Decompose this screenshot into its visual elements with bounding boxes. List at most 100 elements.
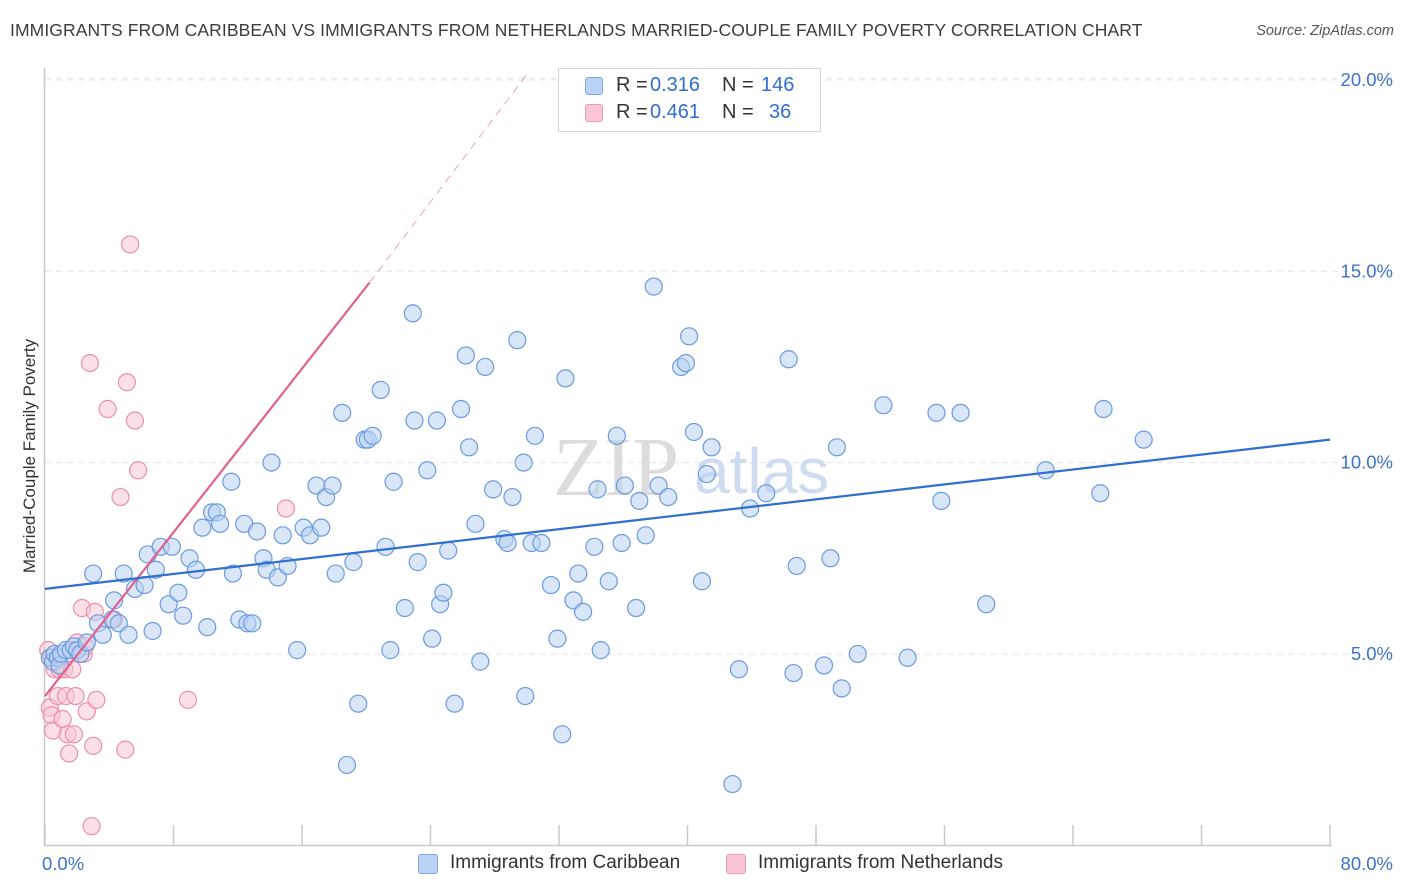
netherlands-point [121, 235, 140, 254]
caribbean-point [644, 277, 663, 296]
caribbean-point [381, 641, 400, 660]
caribbean-point [484, 480, 503, 499]
caribbean-point [262, 453, 281, 472]
y-axis-label: Married-Couple Family Poverty [20, 338, 39, 573]
caribbean-point [588, 480, 607, 499]
caribbean-point [288, 641, 307, 660]
caribbean-point [977, 595, 996, 614]
caribbean-point [344, 553, 363, 572]
y-tick-label: 15.0% [1341, 260, 1393, 281]
y-tick-label: 5.0% [1351, 643, 1393, 664]
n-value: 146 [761, 74, 795, 96]
caribbean-point [459, 438, 479, 457]
caribbean-point [247, 522, 267, 541]
caribbean-point [371, 380, 390, 399]
netherlands-point [84, 736, 103, 755]
caribbean-point [848, 644, 867, 664]
caribbean-point [198, 618, 217, 637]
caribbean-point [532, 533, 551, 553]
caribbean-point [143, 621, 162, 641]
caribbean-point [684, 422, 704, 442]
caribbean-point [630, 491, 649, 510]
y-tick-label: 10.0% [1341, 452, 1393, 473]
caribbean-point [553, 725, 572, 744]
caribbean-point [326, 564, 345, 583]
caribbean-legend-swatch [418, 854, 438, 874]
y-tick-labels: 5.0% 10.0% 15.0% 20.0% [1341, 69, 1393, 664]
y-tick-label: 20.0% [1341, 69, 1393, 90]
legend-label-netherlands: Immigrants from Netherlands [758, 852, 1003, 873]
netherlands-point [111, 487, 130, 507]
caribbean-point [573, 602, 593, 621]
axes [43, 68, 1332, 847]
caribbean-point [1094, 399, 1113, 419]
caribbean-point [787, 556, 806, 576]
x-tick-labels: 0.0% 80.0% [42, 853, 1393, 874]
caribbean-point [626, 598, 646, 618]
netherlands-trend-line [44, 282, 371, 697]
caribbean-point [405, 411, 424, 430]
caribbean-point [363, 426, 382, 445]
caribbean-point [445, 694, 464, 713]
n-value: 36 [769, 101, 792, 123]
caribbean-point [556, 369, 575, 388]
caribbean-point [591, 641, 610, 660]
caribbean-point [456, 346, 475, 365]
caribbean-point [514, 453, 533, 472]
caribbean-point [376, 537, 395, 556]
r-label: R = [616, 101, 648, 123]
caribbean-point [384, 472, 403, 491]
netherlands-point [53, 709, 72, 729]
caribbean-point [273, 526, 292, 545]
caribbean-point [757, 484, 776, 503]
caribbean-point [548, 629, 567, 648]
caribbean-point [697, 464, 716, 484]
netherlands-point [66, 686, 85, 706]
caribbean-point [466, 514, 485, 533]
netherlands-point [125, 411, 145, 430]
caribbean-point [423, 629, 442, 648]
caribbean-point [349, 694, 368, 713]
caribbean-point [503, 487, 522, 507]
caribbean-point [541, 575, 561, 595]
caribbean-point [659, 487, 678, 507]
netherlands-point [178, 690, 198, 709]
trend-lines [44, 71, 1331, 697]
netherlands-swatch [585, 104, 603, 122]
caribbean-point [569, 564, 588, 583]
r-label: R = [616, 74, 648, 96]
caribbean-point [636, 526, 655, 545]
caribbean-point [193, 518, 212, 537]
caribbean-point [312, 518, 331, 537]
legend-label-caribbean: Immigrants from Caribbean [450, 852, 681, 873]
caribbean-point [508, 331, 527, 350]
caribbean-point [333, 403, 352, 422]
netherlands-point [276, 499, 296, 518]
netherlands-point [64, 725, 84, 744]
caribbean-point [702, 438, 721, 457]
caribbean-point [395, 598, 414, 618]
caribbean-point [832, 679, 851, 698]
netherlands-point [82, 817, 101, 836]
caribbean-point [585, 537, 604, 556]
netherlands-point [80, 353, 100, 373]
caribbean-point [439, 541, 458, 560]
caribbean-point [951, 403, 970, 422]
netherlands-point [116, 740, 135, 759]
caribbean-point [403, 304, 422, 323]
caribbean-point [427, 411, 447, 430]
caribbean-point [174, 606, 193, 625]
caribbean-point [408, 553, 427, 572]
caribbean-point [827, 438, 846, 457]
caribbean-point [323, 476, 342, 495]
caribbean-point [418, 461, 437, 480]
caribbean-point [680, 327, 699, 346]
netherlands-point [87, 690, 106, 709]
netherlands-legend-swatch [726, 854, 746, 874]
caribbean-point [784, 663, 803, 683]
caribbean-point [471, 652, 490, 671]
caribbean-point [169, 583, 188, 602]
n-label: N = [722, 74, 754, 96]
caribbean-point [1134, 430, 1153, 449]
